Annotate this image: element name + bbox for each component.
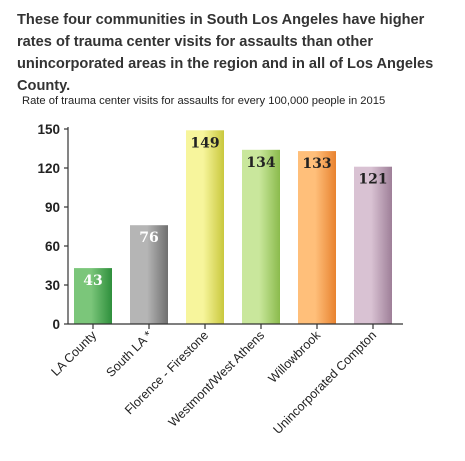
- chart-title: Rate of trauma center visits for assault…: [22, 95, 386, 107]
- bar-value-label: 76: [139, 230, 158, 246]
- x-category-label: Unincorporated Compton: [270, 328, 379, 437]
- bar-value-label: 43: [83, 273, 102, 289]
- bar-unincorporated-compton: [354, 166, 392, 324]
- bar-value-label: 134: [246, 155, 275, 171]
- x-axis: LA County South LA *Florence - FirestoneW…: [48, 323, 403, 437]
- bars: 43 76 149 134 133 121: [74, 130, 392, 324]
- bar-south-la: [130, 225, 168, 324]
- bar-value-label: 149: [190, 135, 219, 151]
- x-category-label: LA County: [48, 328, 99, 379]
- y-tick-label: 60: [45, 239, 60, 254]
- x-category-label: Westmont/West Athens: [166, 328, 267, 429]
- bar-florence-firestone: [186, 130, 224, 324]
- headline: These four communities in South Los Ange…: [17, 12, 434, 94]
- y-tick-label: 30: [45, 278, 60, 293]
- y-tick-label: 90: [45, 200, 60, 215]
- bar-willowbrook: [298, 151, 336, 324]
- y-tick-label: 120: [37, 161, 60, 176]
- x-category-label: Willowbrook: [266, 328, 324, 386]
- bar-value-label: 121: [358, 172, 387, 188]
- y-tick-label: 0: [52, 317, 60, 332]
- bar-la-county: [74, 268, 112, 324]
- bar-westmont-west-athens: [242, 149, 280, 324]
- bar-value-label: 133: [302, 156, 331, 172]
- x-category-label: South LA *: [103, 328, 155, 380]
- y-axis: 0 30 60 90 120 150: [37, 122, 69, 332]
- y-tick-label: 150: [37, 122, 60, 137]
